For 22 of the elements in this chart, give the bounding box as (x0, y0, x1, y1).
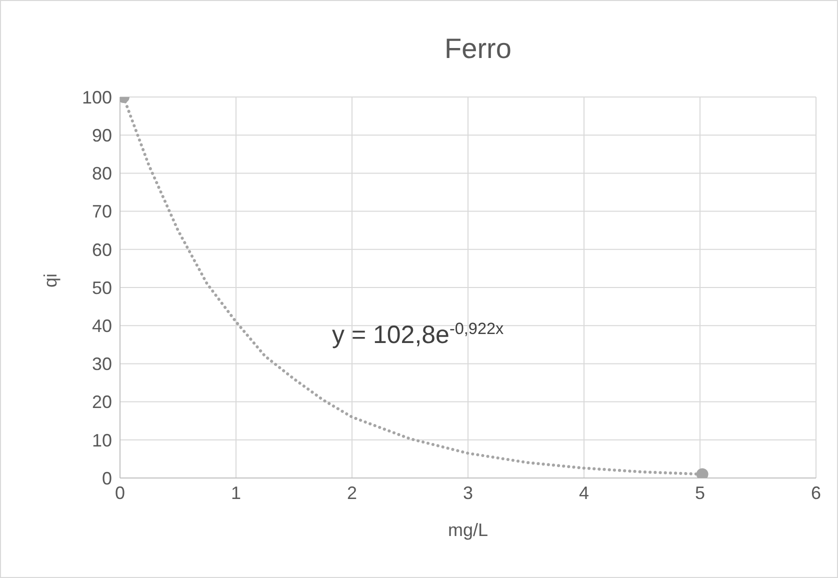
x-tick-label: 6 (810, 482, 822, 503)
y-tick-label: 80 (92, 164, 112, 184)
x-tick-label: 2 (346, 482, 358, 503)
x-tick-label: 0 (114, 482, 126, 503)
y-tick-label: 50 (92, 278, 112, 298)
y-tick-label: 60 (92, 240, 112, 260)
y-tick-label: 40 (92, 316, 112, 336)
y-tick-label: 70 (92, 202, 112, 222)
y-tick-label: 30 (92, 354, 112, 374)
y-axis-title: qi (40, 273, 60, 288)
y-tick-label: 0 (102, 468, 112, 488)
x-tick-label: 3 (462, 482, 474, 503)
y-tick-label: 100 (82, 87, 112, 108)
y-tick-label: 10 (92, 430, 112, 450)
y-tick-label: 90 (92, 125, 112, 146)
x-tick-label: 5 (694, 482, 706, 503)
y-tick-label: 20 (92, 392, 112, 412)
chart-title: Ferro (444, 33, 512, 64)
x-axis-title: mg/L (448, 520, 488, 540)
annotation: y = 102,8e$^{-0,922x}$ (332, 320, 504, 349)
x-tick-label: 1 (230, 482, 242, 503)
x-tick-label: 4 (578, 482, 590, 503)
